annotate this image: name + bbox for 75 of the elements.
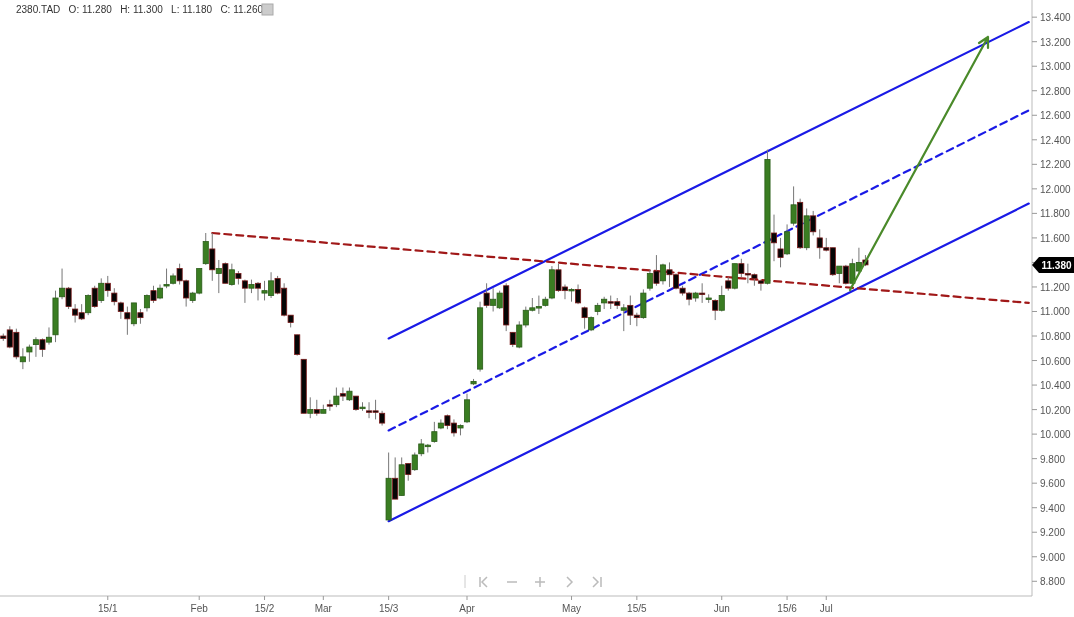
candlestick — [228, 263, 235, 287]
y-tick-label: 9.800 — [1040, 453, 1066, 465]
candlestick — [620, 303, 627, 332]
candlestick — [757, 279, 764, 292]
candlestick — [712, 298, 719, 321]
candlestick — [777, 237, 784, 268]
candlestick — [32, 336, 39, 358]
candlestick — [104, 275, 111, 298]
candlestick — [810, 210, 817, 236]
candlestick — [255, 281, 261, 301]
candlestick — [411, 452, 418, 472]
x-tick-label: Apr — [459, 603, 476, 614]
candlestick — [307, 396, 314, 419]
y-tick-label: 9.600 — [1040, 478, 1066, 490]
candlestick — [59, 268, 66, 300]
y-tick-label: 11.000 — [1040, 306, 1071, 318]
x-tick-label: 15/5 — [627, 603, 647, 614]
candlestick — [653, 254, 660, 287]
y-tick-label: 12.600 — [1040, 110, 1072, 122]
candlestick — [483, 282, 490, 309]
candlestick — [646, 269, 653, 292]
candlestick — [464, 393, 471, 424]
y-tick-label: 11.800 — [1040, 208, 1071, 220]
candlestick — [163, 268, 170, 289]
y-tick-label: 9.400 — [1040, 502, 1066, 514]
candlestick — [222, 261, 229, 284]
candlestick — [699, 282, 706, 304]
candlestick — [392, 456, 399, 500]
candlestick — [45, 326, 52, 346]
x-tick-label: Jun — [713, 603, 730, 614]
y-tick-label: 10.000 — [1040, 429, 1072, 441]
y-tick-label: 8.800 — [1040, 576, 1066, 588]
candlestick — [91, 285, 98, 309]
y-tick-label: 11.600 — [1040, 232, 1071, 244]
y-tick-label: 13.000 — [1040, 61, 1072, 73]
y-tick-label: 12.000 — [1040, 183, 1072, 195]
x-tick-label: 15/3 — [378, 603, 399, 614]
candlestick — [333, 387, 340, 408]
candlestick — [65, 286, 72, 310]
candlestick — [202, 232, 209, 266]
y-tick-label: 10.800 — [1040, 331, 1072, 343]
y-tick-label: 13.400 — [1040, 12, 1072, 24]
x-tick-label: 15/6 — [777, 603, 798, 614]
candlestick — [718, 285, 725, 312]
candlestick — [39, 337, 46, 358]
candlestick — [209, 232, 216, 282]
text: 11.380 — [1041, 259, 1072, 271]
y-tick-label: 12.400 — [1040, 134, 1072, 146]
y-tick-label: 13.200 — [1040, 36, 1072, 48]
y-tick-label: 10.200 — [1040, 404, 1072, 416]
x-tick-label: Mar — [314, 603, 333, 614]
x-tick-label: 15/2 — [254, 603, 275, 614]
y-tick-label: 12.200 — [1040, 159, 1072, 171]
candlestick — [790, 185, 797, 227]
candlestick — [19, 347, 26, 370]
candlestick — [124, 306, 131, 336]
candlestick — [98, 277, 105, 304]
candlestick — [215, 259, 222, 294]
y-tick-label: 12.800 — [1040, 85, 1072, 97]
x-tick-label: Jul — [819, 603, 833, 614]
y-tick-label: 9.000 — [1040, 551, 1066, 563]
candlestick — [784, 223, 791, 256]
candlestick — [130, 302, 137, 327]
candlestick — [771, 214, 777, 262]
candlestick — [85, 293, 92, 316]
candlestick — [431, 421, 438, 444]
candlestick — [339, 387, 346, 402]
x-tick-label: Feb — [190, 603, 209, 614]
y-tick-label: 11.200 — [1040, 281, 1071, 293]
candlestick — [294, 334, 301, 357]
x-tick-label: May — [562, 603, 581, 614]
y-tick-label: 9.200 — [1040, 527, 1066, 539]
y-tick-label: 10.400 — [1040, 380, 1072, 392]
y-tick-label: 10.600 — [1040, 355, 1072, 367]
x-tick-label: 15/1 — [98, 603, 118, 614]
